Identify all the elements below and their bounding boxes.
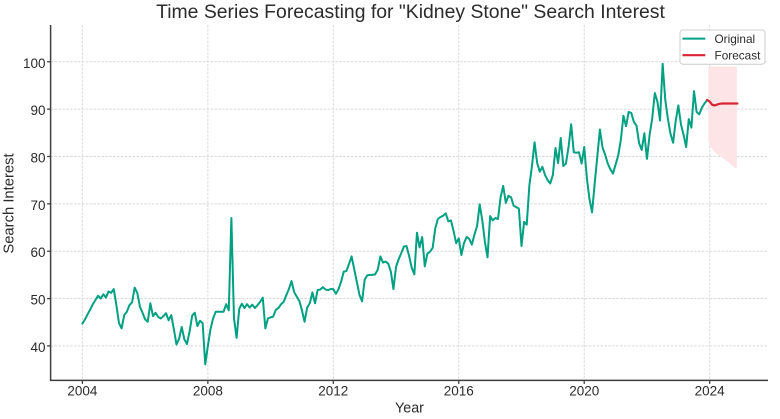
svg-text:Year: Year — [395, 401, 424, 417]
svg-text:2004: 2004 — [67, 384, 98, 399]
svg-text:Time Series Forecasting for "K: Time Series Forecasting for "Kidney Ston… — [156, 1, 665, 23]
svg-text:2016: 2016 — [444, 384, 474, 399]
svg-text:40: 40 — [30, 340, 45, 355]
svg-text:60: 60 — [30, 245, 45, 260]
svg-text:90: 90 — [30, 103, 45, 118]
svg-text:50: 50 — [30, 293, 45, 308]
svg-text:2020: 2020 — [569, 384, 599, 399]
svg-text:2008: 2008 — [193, 384, 223, 399]
svg-text:100: 100 — [23, 56, 46, 71]
svg-text:Search Interest: Search Interest — [2, 153, 18, 253]
svg-text:2012: 2012 — [318, 384, 348, 399]
svg-text:80: 80 — [30, 151, 45, 166]
svg-text:2024: 2024 — [695, 384, 726, 399]
svg-text:Original: Original — [715, 32, 756, 46]
svg-text:Forecast: Forecast — [715, 49, 762, 63]
svg-text:70: 70 — [30, 198, 45, 213]
